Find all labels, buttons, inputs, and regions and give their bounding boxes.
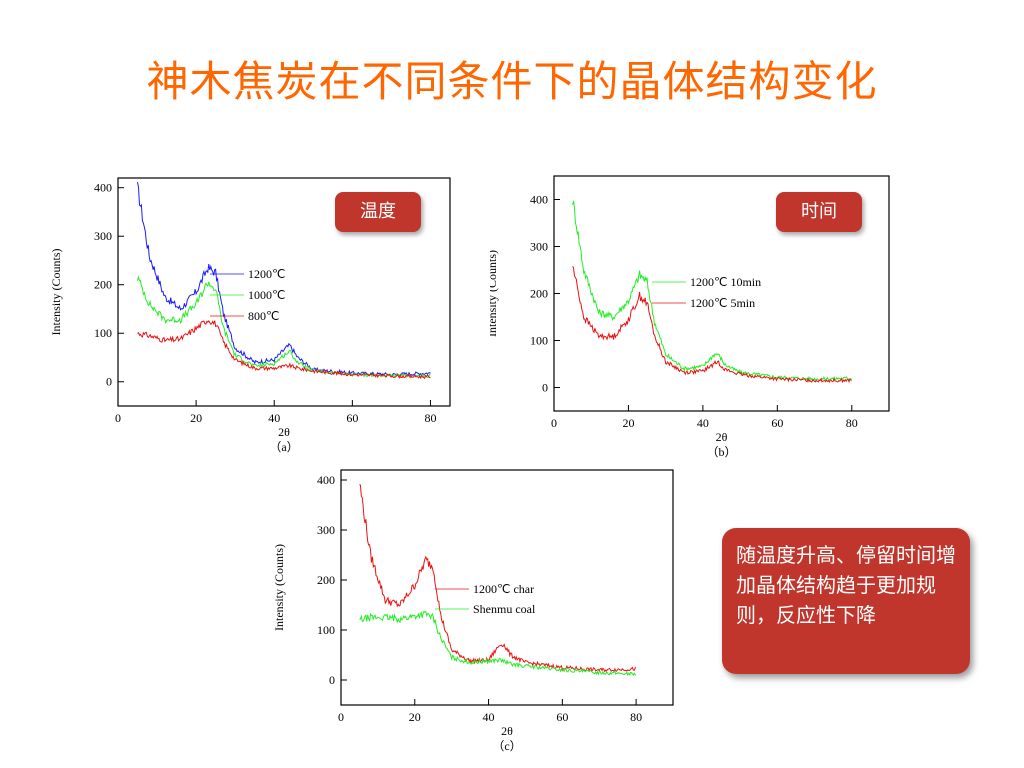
x-tick-label: 80 [630, 710, 642, 724]
x-tick-label: 20 [409, 710, 421, 724]
y-tick-label: 300 [317, 523, 335, 537]
x-tick-label: 40 [268, 411, 280, 425]
x-axis-label: 2θ [501, 724, 513, 738]
x-tick-label: 60 [346, 411, 358, 425]
legend-entry: 1200℃ [248, 267, 285, 281]
y-tick-label: 400 [317, 473, 335, 487]
x-axis-label: 2θ [716, 430, 728, 444]
y-tick-label: 200 [94, 278, 112, 292]
legend-entry: 800℃ [248, 309, 279, 323]
x-tick-label: 0 [551, 416, 557, 430]
y-tick-label: 0 [106, 375, 112, 389]
y-tick-label: 400 [94, 181, 112, 195]
x-tick-label: 40 [697, 416, 709, 430]
conclusion-box: 随温度升高、停留时间增加晶体结构趋于更加规则，反应性下降 [722, 528, 970, 674]
x-tick-label: 60 [771, 416, 783, 430]
series-line-2 [359, 610, 637, 677]
y-tick-label: 0 [329, 673, 335, 687]
x-tick-label: 20 [622, 416, 634, 430]
y-tick-label: 200 [530, 287, 548, 301]
legend-entry: 1200℃ 5min [690, 296, 755, 310]
y-tick-label: 400 [530, 193, 548, 207]
legend-entry: 1000℃ [248, 288, 285, 302]
x-tick-label: 80 [846, 416, 858, 430]
y-tick-label: 100 [317, 623, 335, 637]
y-axis-label: Intensity (Counts) [272, 544, 286, 631]
plot-frame [340, 469, 674, 706]
legend-entry: 1200℃ 10min [690, 275, 761, 289]
time-badge: 时间 [776, 192, 862, 232]
panel-label: （b） [706, 445, 736, 459]
y-tick-label: 300 [530, 240, 548, 254]
y-tick-label: 0 [542, 381, 548, 395]
y-tick-label: 100 [94, 326, 112, 340]
x-axis-label: 2θ [278, 425, 290, 439]
y-tick-label: 100 [530, 334, 548, 348]
x-tick-label: 20 [190, 411, 202, 425]
x-tick-label: 0 [338, 710, 344, 724]
slide-title: 神木焦炭在不同条件下的晶体结构变化 [146, 57, 878, 106]
series-line-1 [137, 181, 431, 377]
chart-b: 0 20 40 60 80 0 100 200 300 400 Intensity (Counts)… [490, 175, 890, 459]
series-line-2 [572, 266, 852, 384]
chart-a: 0 20 40 60 80 0 100 200 300 400 Intensity (Counts)… [49, 177, 451, 454]
y-axis-label: Intensity (Counts) [490, 250, 499, 337]
series-line-1 [572, 200, 852, 382]
y-axis-label: Intensity (Counts) [49, 249, 63, 336]
panel-label: （a） [269, 440, 298, 454]
y-tick-label: 200 [317, 573, 335, 587]
chart-c: 0 20 40 60 80 0 100 200 300 400 Intensity (Counts)… [272, 469, 674, 753]
series-line-1 [359, 484, 637, 673]
x-tick-label: 60 [556, 710, 568, 724]
y-tick-label: 300 [94, 229, 112, 243]
series-line-3 [137, 319, 431, 380]
plot-frame [117, 177, 451, 407]
temperature-badge: 温度 [335, 192, 421, 232]
x-tick-label: 80 [424, 411, 436, 425]
x-tick-label: 40 [483, 710, 495, 724]
panel-label: （c） [492, 739, 521, 753]
legend-entry: 1200℃ char [473, 582, 534, 596]
legend-entry: Shenmu coal [473, 602, 536, 616]
x-tick-label: 0 [115, 411, 121, 425]
